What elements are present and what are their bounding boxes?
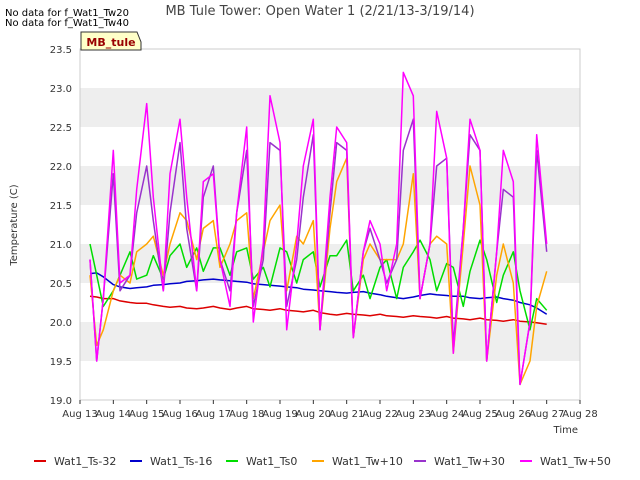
y-tick-label: 21.5 [50,201,72,212]
y-tick-label: 20.5 [50,279,72,290]
y-tick-label: 19.0 [50,396,72,407]
x-tick-label: Aug 21 [329,409,364,420]
legend: Wat1_Ts-32 Wat1_Ts-16 Wat1_Ts0 Wat1_Tw+10 Wa… [34,455,611,468]
y-tick-label: 23.5 [50,45,72,56]
plot-frame [79,48,581,401]
grid-band [80,88,580,127]
y-tick-label: 23.0 [50,84,72,95]
legend-label: Wat1_Tw+30 [434,455,505,468]
legend-label: Wat1_Ts0 [246,455,297,468]
x-tick-label: Aug 16 [162,409,197,420]
y-tick-label: 22.5 [50,123,72,134]
x-tick-label: Aug 14 [96,409,131,420]
legend-label: Wat1_Tw+10 [332,455,403,468]
site-badge: MB_tule [80,31,142,51]
y-axis-label: Temperature (C) [9,184,20,266]
x-tick-label: Aug 27 [529,409,564,420]
legend-label: Wat1_Ts-16 [150,455,212,468]
no-data-notice-1: No data for f_Wat1_Tw20 [5,8,129,19]
y-tick-label: 22.0 [50,162,72,173]
series-lines [89,71,548,386]
series-line-wat1-ts-32 [89,295,547,326]
x-tick-label: Aug 20 [296,409,331,420]
y-tick-labels: 19.0 19.5 20.0 20.5 21.0 21.5 22.0 22.5 23.0 23.5 [50,45,72,407]
grid-band [80,322,580,361]
no-data-notice-2: No data for f_Wat1_Tw40 [5,18,129,29]
legend-label: Wat1_Tw+50 [540,455,611,468]
x-tick-label: Aug 18 [229,409,264,420]
series-line-wat1-tw-50 [89,71,548,386]
x-tick-label: Aug 25 [462,409,497,420]
chart-title: MB Tule Tower: Open Water 1 (2/21/13-3/1… [165,4,474,19]
x-tick-label: Aug 13 [62,409,97,420]
x-tick-label: Aug 23 [396,409,431,420]
y-tick-label: 19.5 [50,357,72,368]
x-tick-label: Aug 28 [562,409,597,420]
x-tick-label: Aug 15 [129,409,164,420]
y-tick-label: 21.0 [50,240,72,251]
x-tick-label: Aug 22 [362,409,397,420]
x-tick-label: Aug 17 [196,409,231,420]
y-tick-label: 20.0 [50,318,72,329]
x-axis-label: Time [553,425,578,436]
legend-label: Wat1_Ts-32 [54,455,116,468]
x-tick-label: Aug 24 [429,409,464,420]
x-tick-label: Aug 19 [262,409,297,420]
x-tick-label: Aug 26 [496,409,531,420]
site-badge-label: MB_tule [86,36,135,49]
